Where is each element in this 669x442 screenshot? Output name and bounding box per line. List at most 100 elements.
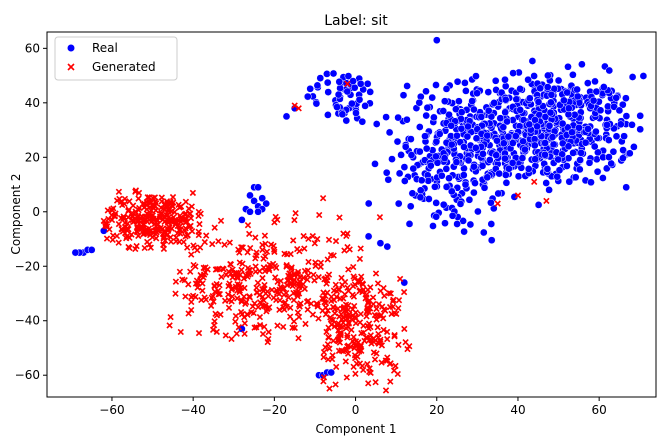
data-point-real (573, 92, 582, 101)
data-point-generated (211, 282, 218, 289)
data-point-real (564, 142, 573, 151)
data-point-real (394, 113, 402, 122)
data-point-real (461, 180, 470, 189)
data-point-real (432, 81, 440, 89)
data-point-generated (326, 345, 333, 352)
data-point-real (424, 176, 433, 185)
data-point-generated (322, 299, 330, 307)
data-point-generated (103, 235, 111, 242)
data-point-real (521, 145, 529, 154)
data-point-real (440, 97, 449, 106)
data-point-generated (251, 324, 258, 331)
data-point-generated (314, 301, 321, 308)
data-point-generated (391, 331, 398, 339)
data-point-real (442, 85, 451, 93)
data-point-generated (300, 274, 307, 281)
data-point-real (397, 151, 405, 159)
data-point-generated (176, 238, 183, 245)
data-point-real (466, 220, 475, 229)
data-point-generated (328, 321, 335, 328)
data-point-generated (159, 230, 167, 237)
data-point-generated (259, 293, 266, 300)
data-point-real (395, 169, 404, 178)
data-point-generated (176, 268, 184, 275)
data-point-generated (195, 231, 202, 239)
data-point-generated (358, 273, 365, 280)
data-point-real (303, 92, 312, 101)
data-point-real (352, 109, 360, 117)
data-point-generated (351, 302, 358, 310)
data-point-generated (382, 307, 389, 314)
data-point-generated (259, 246, 266, 254)
data-point-real (407, 135, 415, 143)
data-point-real (555, 166, 564, 175)
data-point-generated (253, 324, 260, 331)
data-point-real (545, 186, 553, 194)
data-point-generated (246, 230, 253, 238)
data-point-generated (238, 244, 245, 251)
data-point-real (620, 132, 628, 141)
data-point-real (480, 183, 489, 192)
x-tick-label: 20 (429, 403, 444, 417)
data-point-real (501, 82, 510, 91)
data-point-real (423, 103, 432, 112)
data-point-generated (214, 287, 222, 294)
x-axis-ticks: −60 −40 −20 0 20 40 60 (99, 397, 607, 417)
data-point-real (524, 75, 532, 84)
data-point-generated (406, 343, 413, 350)
data-point-real (615, 106, 624, 115)
data-point-generated (341, 247, 348, 254)
data-point-generated (212, 310, 219, 317)
data-point-generated (147, 244, 154, 251)
data-point-real (383, 242, 392, 251)
data-point-generated (189, 189, 197, 197)
data-point-generated (365, 320, 373, 327)
data-point-generated (268, 286, 276, 294)
data-point-real (563, 88, 572, 97)
data-point-generated (238, 297, 245, 304)
data-point-generated (223, 271, 230, 279)
data-point-real (619, 154, 627, 163)
data-point-generated (349, 291, 356, 298)
data-point-generated (135, 195, 142, 202)
data-point-generated (121, 200, 128, 208)
data-point-generated (385, 289, 393, 297)
data-point-generated (172, 278, 180, 285)
data-point-generated (378, 359, 385, 366)
data-point-real (463, 132, 472, 141)
data-point-real (415, 123, 424, 131)
data-point-generated (352, 309, 359, 316)
data-point-generated (153, 235, 160, 242)
data-point-generated (387, 360, 394, 367)
data-point-real (495, 169, 504, 178)
data-point-generated (295, 301, 303, 308)
data-point-real (516, 85, 524, 93)
data-point-generated (365, 325, 372, 332)
data-point-generated (259, 274, 266, 282)
data-point-generated (368, 340, 375, 347)
data-point-real (416, 193, 425, 202)
data-point-real (324, 111, 332, 119)
data-point-generated (213, 266, 221, 273)
data-point-real (524, 165, 533, 173)
data-point-generated (228, 298, 235, 305)
data-point-generated (134, 214, 141, 221)
data-point-generated (371, 356, 379, 363)
data-point-generated (332, 237, 340, 245)
data-point-real (533, 122, 541, 131)
data-point-generated (357, 245, 364, 252)
data-point-real (485, 156, 494, 164)
data-point-generated (141, 244, 148, 252)
data-point-real (622, 183, 631, 192)
y-tick-label: −60 (15, 368, 40, 382)
data-point-generated (203, 232, 210, 239)
data-point-generated (312, 259, 319, 266)
data-point-generated (247, 244, 254, 252)
data-point-generated (192, 293, 199, 301)
plot-points (71, 36, 648, 394)
data-point-generated (285, 294, 292, 301)
data-point-real (447, 140, 456, 149)
chart-legend: Real Generated (54, 36, 178, 81)
data-point-real (622, 94, 630, 103)
data-point-real (569, 70, 577, 79)
